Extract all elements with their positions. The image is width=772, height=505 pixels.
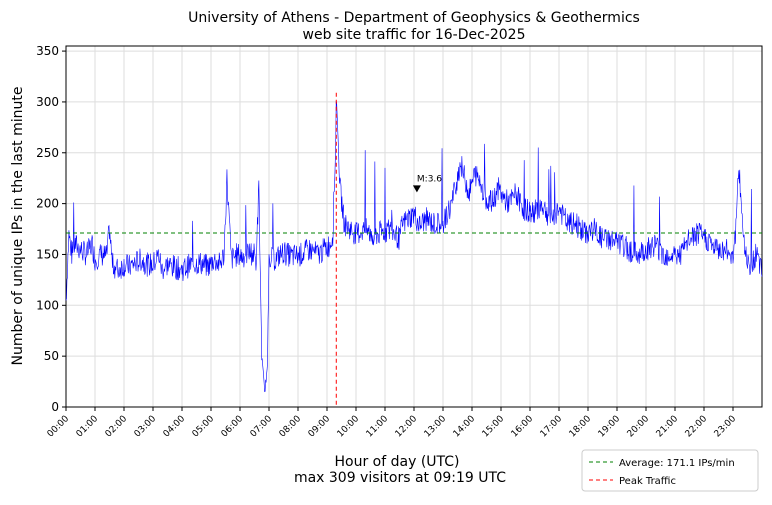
- x-tick-label: 10:00: [336, 414, 362, 440]
- x-tick-label: 13:00: [423, 414, 449, 440]
- legend-box: [581, 449, 759, 492]
- y-axis-ticks: 0 50 100 150 200 250 300 350: [36, 44, 66, 414]
- x-tick-label: 05:00: [191, 414, 217, 440]
- x-tick-label: 18:00: [568, 414, 594, 440]
- legend: Average: 171.1 IPs/min Peak Traffic: [581, 449, 759, 492]
- x-tick-label: 01:00: [75, 414, 101, 440]
- y-tick-label: 0: [51, 400, 59, 414]
- traffic-series-line: [65, 100, 763, 393]
- y-tick-label: 100: [36, 298, 59, 312]
- x-tick-label: 09:00: [307, 414, 333, 440]
- annotation-label: M:3.6: [417, 174, 442, 184]
- earthquake-marker-icon: [412, 185, 421, 193]
- gridlines: [65, 46, 762, 408]
- x-tick-label: 06:00: [220, 414, 246, 440]
- y-tick-label: 200: [36, 197, 59, 211]
- legend-average-label: Average: 171.1 IPs/min: [619, 458, 735, 469]
- legend-peak-label: Peak Traffic: [619, 476, 676, 487]
- x-tick-label: 20:00: [626, 414, 652, 440]
- x-tick-label: 23:00: [713, 414, 739, 440]
- x-tick-label: 00:00: [46, 414, 72, 440]
- x-tick-label: 07:00: [249, 414, 275, 440]
- x-tick-label: 11:00: [365, 414, 391, 440]
- x-tick-label: 04:00: [162, 414, 188, 440]
- x-tick-label: 16:00: [510, 414, 536, 440]
- y-tick-label: 150: [36, 247, 59, 261]
- y-tick-label: 300: [36, 95, 59, 109]
- x-tick-label: 21:00: [655, 414, 681, 440]
- x-tick-label: 19:00: [597, 414, 623, 440]
- x-tick-label: 08:00: [278, 414, 304, 440]
- x-tick-label: 12:00: [394, 414, 420, 440]
- x-tick-label: 02:00: [104, 414, 130, 440]
- y-tick-label: 250: [36, 146, 59, 160]
- x-tick-label: 17:00: [539, 414, 565, 440]
- x-tick-label: 03:00: [133, 414, 159, 440]
- x-tick-label: 15:00: [481, 414, 507, 440]
- x-tick-label: 22:00: [684, 414, 710, 440]
- x-tick-label: 14:00: [452, 414, 478, 440]
- x-axis-note: max 309 visitors at 09:19 UTC: [294, 470, 506, 486]
- y-tick-label: 50: [44, 349, 59, 363]
- x-axis-label: Hour of day (UTC): [335, 454, 460, 470]
- y-tick-label: 350: [36, 44, 59, 58]
- x-axis-ticks: 00:00 01:00 02:00 03:00 04:00 05:00 06:00 07:00…: [46, 407, 739, 440]
- chart-title: University of Athens - Department of Geo…: [188, 10, 640, 26]
- chart-subtitle: web site traffic for 16-Dec-2025: [303, 27, 526, 43]
- y-axis-label: Number of unique IPs in the last minute: [10, 87, 26, 366]
